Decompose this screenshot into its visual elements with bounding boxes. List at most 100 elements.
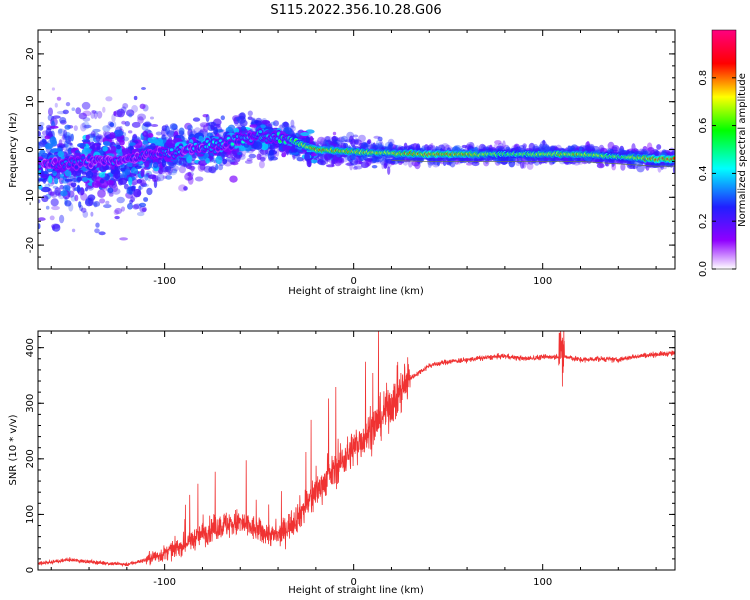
spectrogram-cell (346, 131, 355, 140)
spectrogram-cell (171, 124, 178, 130)
spectrogram-cell (41, 138, 47, 143)
spectrogram-cell (229, 175, 238, 183)
spectrogram-cell (157, 168, 167, 174)
spectrogram-cell (178, 160, 182, 165)
spectrogram-cell (224, 143, 228, 147)
spectrogram-cell (155, 131, 162, 136)
spectrogram-cell (170, 168, 178, 174)
spectrogram-cell (310, 159, 318, 164)
spectrogram-cell (198, 159, 208, 166)
spectrogram-cell (237, 140, 241, 144)
spectrogram-cell (190, 165, 195, 172)
spectrogram-cell (120, 148, 131, 155)
spectrogram-cell (247, 110, 253, 117)
spectrogram-cell (195, 176, 204, 182)
colorbar-gradient (711, 29, 737, 270)
spectrogram-cell (131, 185, 136, 192)
spectrogram-cell (343, 142, 349, 148)
spectrogram-cell (77, 176, 82, 182)
spectrogram-cell (281, 152, 287, 158)
spectrogram-cell (142, 130, 149, 137)
spectrogram-cell (80, 207, 87, 213)
spectrogram-cell (352, 134, 359, 138)
spectrogram-cell (116, 196, 125, 204)
spectrogram-cell (374, 143, 381, 150)
spectrogram-cell (222, 158, 228, 165)
spectrogram-cell (215, 155, 223, 165)
spectrogram-cell (143, 197, 149, 202)
spectrogram-cell (270, 121, 276, 126)
spectrogram-cell (51, 205, 60, 211)
spectrogram-cell (185, 164, 192, 169)
spectrogram-cell (344, 139, 353, 143)
spectrogram-cell (381, 161, 385, 170)
spectrogram-cell (530, 160, 537, 164)
spectrogram-cell (54, 177, 59, 185)
spectrogram-cell (64, 124, 71, 130)
spectrogram-cell (276, 148, 280, 157)
spectrogram-cell (239, 112, 246, 120)
spectrogram-cell (329, 160, 336, 165)
spectrogram-cell (97, 189, 106, 198)
spectrogram-cell (324, 136, 331, 143)
spectrogram-cell (232, 115, 240, 122)
spectrogram-cell (371, 165, 378, 169)
spectrogram-cell (372, 143, 376, 151)
spectrogram-cell (197, 153, 204, 157)
spectrogram-cell (82, 110, 92, 117)
spectrogram-cell (130, 196, 135, 203)
spectrogram-cell (98, 231, 106, 236)
spectrogram-cell (128, 177, 133, 186)
spectrogram-cell (70, 133, 74, 142)
spectrogram-cell (244, 160, 253, 164)
spectrogram-cell (384, 141, 393, 151)
spectrogram-cell (246, 158, 253, 162)
spectrogram-cell (165, 168, 170, 176)
y-tick-label: 100 (25, 505, 36, 524)
spectrogram-cell (153, 161, 159, 169)
spectrogram-cell (132, 133, 138, 139)
spectrogram-cell (53, 159, 57, 162)
spectrogram-cell (82, 210, 89, 218)
spectrogram-cell (133, 188, 142, 198)
spectrogram-cell (129, 199, 134, 204)
spectrogram-cell (107, 187, 114, 194)
spectrogram-cell (519, 145, 525, 150)
spectrogram-cell (59, 117, 67, 124)
spectrogram-cell (471, 161, 480, 167)
spectrogram-cell (64, 200, 72, 207)
spectrogram-cell (146, 187, 153, 196)
spectrogram-cell (457, 157, 463, 164)
spectrogram-cell (541, 143, 550, 151)
spectrogram-cell (48, 175, 53, 184)
spectrogram-cell (169, 148, 174, 152)
spectrogram-cell (147, 133, 154, 138)
spectrogram-cell (81, 171, 87, 175)
spectrogram-cell (38, 165, 42, 168)
spectrogram-cell (141, 183, 149, 188)
spectrogram-cell (239, 119, 248, 127)
spectrogram-x-axis-label: Height of straight line (km) (288, 286, 424, 297)
spectrogram-cell (325, 158, 331, 163)
spectrogram-cell (605, 158, 610, 167)
colorbar-tick-label: 0.6 (698, 118, 709, 134)
spectrogram-cell (70, 195, 77, 202)
spectrogram-cell (50, 198, 59, 207)
spectrogram-cell (154, 176, 161, 182)
spectrogram-cell (78, 112, 88, 120)
spectrogram-cell (273, 120, 279, 127)
spectrogram-cell (102, 125, 111, 132)
spectrogram-cell (502, 140, 506, 149)
spectrogram-cell (90, 211, 94, 217)
spectrogram-cell (238, 153, 246, 160)
spectrogram-cell (646, 142, 653, 151)
spectrogram-cell (45, 124, 52, 131)
spectrogram-cell (326, 164, 335, 168)
spectrogram-cell (81, 101, 91, 110)
y-tick-label: -20 (25, 237, 36, 253)
spectrogram-cell (80, 192, 88, 201)
spectrogram-cell (192, 117, 201, 122)
colorbar: 0.00.20.40.60.8 Normalized spectral ampl… (698, 29, 748, 277)
